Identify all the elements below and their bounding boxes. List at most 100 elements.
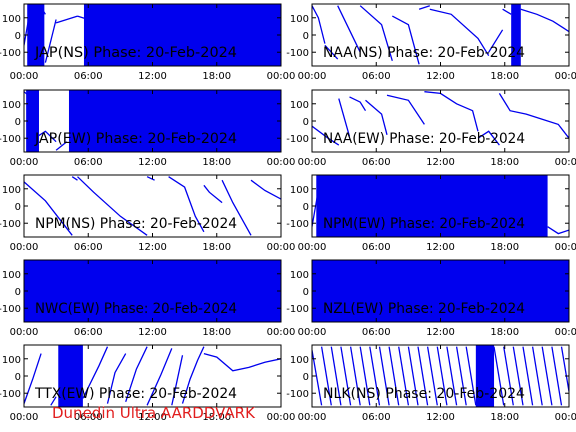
phase-trace [426,346,438,406]
phase-trace [398,346,410,406]
phase-trace [378,346,390,406]
phase-trace [181,346,205,404]
x-tick-label: 00:00 [10,242,39,253]
y-tick-label: 0 [303,202,309,213]
phase-trace [24,353,42,404]
x-tick-label: 18:00 [490,71,519,82]
x-tick-label: 00:00 [555,71,576,82]
x-tick-label: 00:00 [555,412,576,423]
y-tick-label: 100 [2,270,21,281]
x-tick-label: 12:00 [138,242,167,253]
x-tick-label: 06:00 [74,412,103,423]
phase-trace [312,350,323,406]
x-tick-label: 00:00 [298,327,327,338]
phase-trace [44,19,57,63]
x-tick-label: 18:00 [202,71,231,82]
y-tick-label: 100 [2,185,21,196]
phase-trace [349,346,361,406]
phase-trace [24,14,31,46]
plot-area [312,175,569,237]
chart-panel-9: 100 0 -100 00:00 06:00 12:00 18:00 00:00 TTX(EW)… [0,344,296,423]
y-tick-label: 100 [290,355,309,366]
phase-trace [312,5,326,44]
x-tick-label: 00:00 [555,242,576,253]
y-tick-label: 0 [15,287,21,298]
y-tick-label: -100 [286,48,309,59]
phase-trace [436,346,448,406]
noise-band [58,345,83,407]
phase-trace [106,353,127,404]
phase-trace [391,15,420,65]
phase-trace [146,176,155,181]
phase-trace [77,176,148,236]
phase-trace [349,96,367,112]
phase-trace [369,346,381,406]
y-tick-label: -100 [0,219,21,230]
phase-trace [125,346,148,403]
y-tick-label: 0 [303,287,309,298]
x-tick-label: 00:00 [267,412,296,423]
x-tick-label: 00:00 [555,327,576,338]
y-tick-label: -100 [0,134,21,145]
phase-trace [330,346,342,406]
x-tick-label: 00:00 [298,71,327,82]
chart-title: NZL(EW) Phase: 20-Feb-2024 [323,301,525,317]
phase-trace [39,5,46,15]
noise-band [511,4,521,66]
chart-title: JAP(EW) Phase: 20-Feb-2024 [34,131,237,147]
x-tick-label: 18:00 [202,242,231,253]
chart-panel-2: 100 0 -100 00:00 06:00 12:00 18:00 00:00 NAA(NS)… [286,3,576,82]
x-tick-label: 06:00 [74,71,103,82]
x-tick-label: 18:00 [202,157,231,168]
phase-trace [312,273,319,302]
plot-area [24,4,281,66]
y-tick-label: 0 [303,31,309,42]
x-tick-label: 06:00 [74,242,103,253]
x-tick-label: 06:00 [362,157,391,168]
chart-title: NPM(EW) Phase: 20-Feb-2024 [323,216,525,232]
chart-title: NPM(NS) Phase: 20-Feb-2024 [35,216,237,232]
y-tick-label: 100 [290,100,309,111]
y-tick-label: -100 [0,48,21,59]
phase-trace [337,5,361,53]
y-tick-label: -100 [286,304,309,315]
x-tick-label: 00:00 [267,157,296,168]
y-tick-label: 100 [290,14,309,25]
x-tick-label: 06:00 [74,327,103,338]
phase-trace [429,8,490,57]
x-tick-label: 12:00 [426,71,455,82]
x-tick-label: 00:00 [10,412,39,423]
plot-area [312,260,569,322]
phase-trace [547,226,569,235]
chart-panel-4: 100 0 -100 00:00 06:00 12:00 18:00 00:00 NAA(EW)… [286,89,576,168]
phase-trace [388,346,400,406]
x-tick-label: 12:00 [426,327,455,338]
x-tick-label: 00:00 [298,157,327,168]
phase-trace [338,98,351,137]
phase-trace [82,346,109,399]
phase-trace [417,346,429,406]
y-tick-label: 0 [15,202,21,213]
phase-trace [386,94,425,125]
noise-band [26,90,39,152]
phase-trace [312,125,340,146]
chart-panel-10: 100 0 -100 00:00 06:00 12:00 18:00 00:00 NLK(NS)… [286,344,576,423]
x-tick-label: 18:00 [202,327,231,338]
phase-trace [340,346,352,406]
noise-band [475,345,495,407]
x-tick-label: 18:00 [490,327,519,338]
y-tick-label: 100 [290,270,309,281]
noise-band [24,260,281,322]
plot-area [24,345,281,407]
x-tick-label: 12:00 [138,157,167,168]
noise-band [316,175,548,237]
x-tick-label: 18:00 [202,412,231,423]
y-tick-label: 0 [303,372,309,383]
noise-band [68,90,281,152]
y-tick-label: 0 [303,117,309,128]
x-tick-label: 00:00 [10,71,39,82]
phase-trace [424,91,479,132]
phase-trace [551,346,563,406]
x-tick-label: 06:00 [362,327,391,338]
x-tick-label: 18:00 [490,157,519,168]
